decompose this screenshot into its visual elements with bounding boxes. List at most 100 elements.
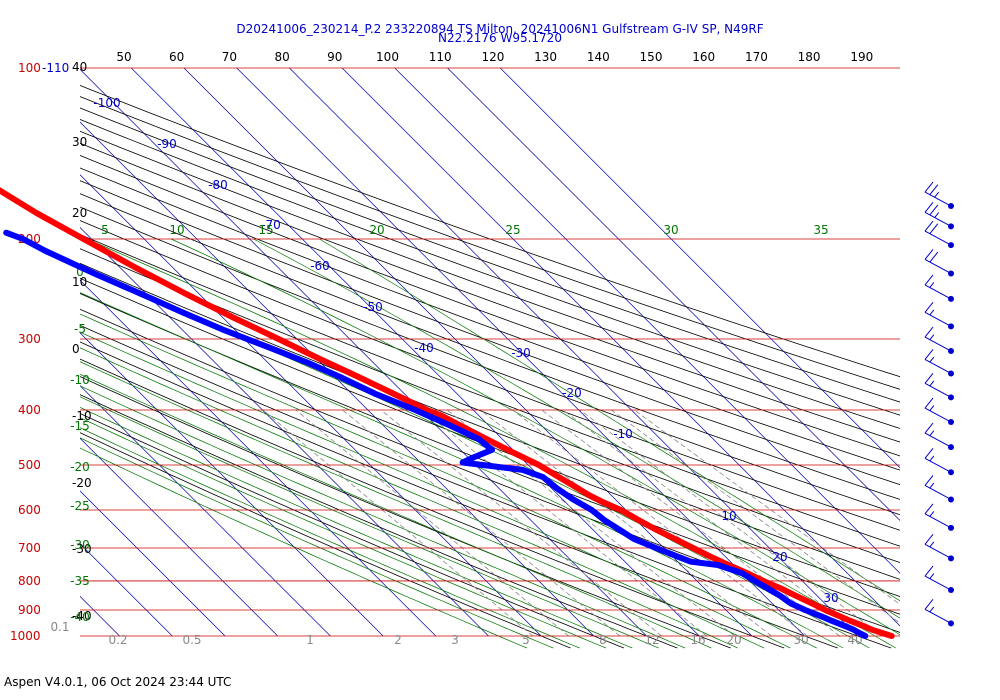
theta-tick-label: 70 [222, 50, 237, 64]
theta-tick-label: 150 [640, 50, 663, 64]
wind-barb [924, 349, 954, 377]
wind-barb-staff [924, 513, 952, 529]
dry-adiabat-line [80, 412, 625, 649]
wind-barb-half [929, 573, 935, 579]
isotherm-label: -60 [310, 259, 330, 273]
wind-barb-half [929, 309, 935, 316]
isotherm-line [341, 68, 900, 627]
wind-barb-flag [924, 181, 934, 193]
pressure-tick-label: 500 [18, 458, 41, 472]
theta-tick-label: 170 [745, 50, 768, 64]
isotherm-label: -70 [261, 218, 281, 232]
wind-barb-flag [924, 326, 934, 338]
isotherm-line [447, 68, 900, 521]
isotherm-label: 20 [772, 550, 787, 564]
theta-tick-label: 110 [429, 50, 452, 64]
moist-adiabat-line [80, 361, 738, 649]
dry-adiabat-line [80, 376, 731, 649]
theta-tick-label: 120 [481, 50, 504, 64]
wind-barb-staff [924, 407, 952, 423]
mixing-ratio-label: 40 [847, 633, 862, 647]
dry-adiabat-line [80, 308, 900, 633]
moist-adiabat-line [80, 437, 554, 649]
wind-barb-half [934, 191, 940, 198]
moist-adiabat-line [80, 292, 844, 649]
theta-tick-label: 100 [376, 50, 399, 64]
pressure-tick-label: 600 [18, 503, 41, 517]
wind-barb [924, 373, 954, 401]
isotherm-line [80, 279, 437, 637]
theta-tick-label: 180 [798, 50, 821, 64]
isotherm-label: -20 [562, 386, 582, 400]
wind-barb-staff [924, 457, 952, 473]
isotherm-label: -100 [93, 96, 120, 110]
pressure-tick-label: 300 [18, 332, 41, 346]
dry-adiabat-line [80, 119, 900, 416]
isotherm-line [394, 68, 900, 574]
wind-barb [924, 447, 954, 476]
wind-barb-staff [924, 575, 952, 591]
wind-barb-flag [924, 534, 934, 545]
moist-adiabat-line [80, 347, 765, 649]
wind-barb-flag [924, 422, 934, 434]
moist-adiabat-label: -30 [70, 538, 90, 552]
wind-barb-flag [929, 251, 939, 263]
dry-adiabat-line [80, 358, 785, 649]
moist-adiabat-label: -15 [70, 419, 90, 433]
wind-barb-half [929, 455, 935, 462]
wind-barb [924, 302, 954, 330]
mixing-ratio-line [380, 409, 662, 637]
dry-adiabat-line [80, 85, 900, 378]
dry-adiabat-line [80, 324, 892, 649]
theta-tick-label: 140 [587, 50, 610, 64]
isotherm-label: -90 [157, 137, 177, 151]
wind-barb-staff [924, 359, 952, 374]
pressure-tick-label: 100 [18, 61, 41, 75]
theta-tick-label: 60 [169, 50, 184, 64]
wind-barb-half [929, 282, 935, 288]
wind-barb [924, 565, 954, 594]
height-tick-label: 40 [72, 60, 87, 74]
isotherm-line [499, 68, 900, 469]
height-tick-label: 0 [72, 342, 80, 356]
moist-adiabat-label: -10 [70, 373, 90, 387]
wind-barb [924, 202, 954, 230]
pressure-tick-label: 900 [18, 603, 41, 617]
wind-barb [924, 326, 954, 355]
theta-tick-label: 50 [116, 50, 131, 64]
dry-adiabat-line [80, 394, 678, 649]
wind-barb-staff [924, 485, 952, 500]
wind-barb-half [929, 541, 935, 548]
dry-adiabat-line [80, 262, 900, 580]
wind-barb-flag [924, 302, 934, 313]
grid-layer [80, 68, 900, 649]
isotherm-line [80, 174, 542, 637]
wind-barb-half [929, 511, 935, 517]
wind-barb-flag [924, 599, 934, 610]
wind-barb-staff [924, 608, 952, 624]
pressure-tick-label: 700 [18, 541, 41, 555]
moist-adiabat-label: 35 [813, 223, 828, 237]
moist-adiabat-label: -40 [70, 610, 90, 624]
moist-adiabat-label: 20 [369, 223, 384, 237]
wind-barb [924, 503, 954, 531]
theta-tick-label: 130 [534, 50, 557, 64]
height-tick-label: 10 [72, 275, 87, 289]
wind-barb-half [929, 430, 935, 437]
wind-barb-half [934, 212, 940, 218]
mixing-ratio-label: 1 [306, 633, 314, 647]
dry-adiabat-line [80, 220, 900, 531]
moist-adiabat-label: 10 [169, 223, 184, 237]
wind-barb [924, 220, 954, 249]
moist-adiabat-line [80, 427, 580, 649]
wind-barb-staff [924, 230, 952, 246]
dry-adiabat-line [80, 206, 900, 516]
wind-barb-staff [924, 311, 952, 327]
mixing-ratio-line [342, 409, 621, 637]
height-tick-label: -20 [72, 476, 92, 490]
wind-barb-half [929, 356, 935, 363]
mixing-ratio-label: 2 [394, 633, 402, 647]
wind-barb-staff [924, 284, 952, 300]
isotherm-line [131, 68, 700, 637]
